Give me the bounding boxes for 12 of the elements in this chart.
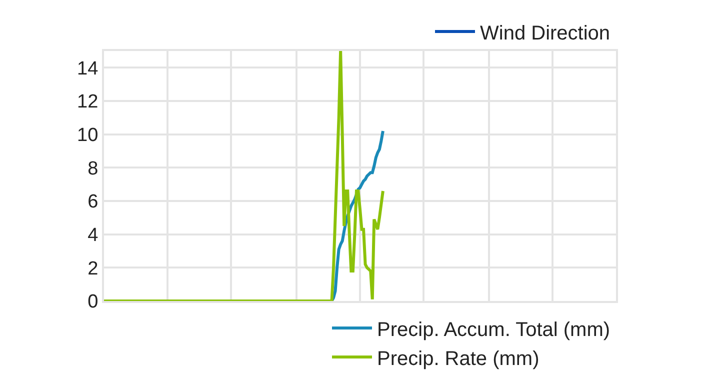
y-tick-label: 2 xyxy=(88,258,98,280)
legend-label: Precip. Rate (mm) xyxy=(377,348,540,370)
y-tick-label: 6 xyxy=(88,192,98,213)
line-series xyxy=(104,51,384,301)
legend-label: Precip. Accum. Total (mm) xyxy=(377,318,610,341)
legend-label: Wind Direction xyxy=(480,22,610,44)
y-tick-label: 0 xyxy=(88,292,98,313)
y-tick-label: 12 xyxy=(77,92,98,113)
y-tick-label: 10 xyxy=(77,124,98,146)
y-tick-label: 14 xyxy=(77,58,99,80)
y-tick-label: 4 xyxy=(88,224,99,246)
y-tick-label: 8 xyxy=(88,158,98,180)
